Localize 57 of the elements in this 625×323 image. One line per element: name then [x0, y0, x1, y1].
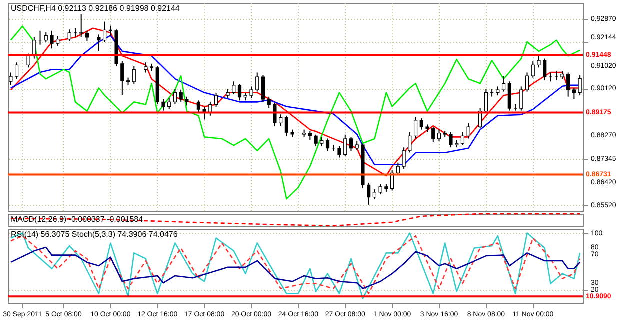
- candlestick: [349, 136, 354, 152]
- candlestick: [414, 116, 418, 140]
- candlestick: [85, 30, 90, 42]
- candlestick: [525, 72, 530, 92]
- candlestick: [173, 88, 178, 105]
- chart-title: MACD(12,26,9) -0.000337 -0.001584: [11, 215, 144, 224]
- candlestick: [267, 96, 271, 109]
- candlestick: [326, 138, 330, 152]
- candlestick: [196, 100, 200, 113]
- line-series: [10, 246, 581, 290]
- candlestick: [179, 90, 183, 102]
- candlestick: [502, 76, 506, 92]
- candlestick: [15, 62, 19, 80]
- candlestick: [26, 53, 30, 68]
- candlestick: [367, 182, 371, 206]
- candlestick: [543, 58, 547, 81]
- candlestick: [466, 122, 470, 140]
- candlestick: [250, 86, 254, 99]
- candlestick: [232, 81, 236, 95]
- candlestick: [56, 35, 60, 47]
- candlestick: [162, 98, 166, 112]
- chart-title: USDCHF,H4 0.92113 0.92186 0.91998 0.92144: [11, 4, 180, 13]
- candlestick: [460, 132, 465, 146]
- candlestick: [578, 74, 582, 96]
- candlestick: [378, 184, 382, 196]
- candlestick: [314, 134, 318, 147]
- candlestick: [420, 118, 424, 130]
- candlestick: [9, 72, 13, 86]
- candlestick: [238, 84, 242, 102]
- candlestick: [168, 98, 172, 110]
- candlestick: [402, 147, 406, 170]
- candlestick: [566, 72, 570, 98]
- candlestick: [531, 60, 535, 78]
- candlestick: [144, 62, 148, 74]
- candlestick: [80, 14, 84, 38]
- candlestick: [120, 60, 124, 96]
- candlestick: [44, 32, 48, 43]
- candlestick: [103, 21, 107, 43]
- candlestick: [214, 92, 218, 108]
- candlestick: [68, 29, 72, 42]
- candlestick: [449, 132, 453, 148]
- candlestick: [279, 114, 283, 127]
- candlestick: [537, 56, 541, 68]
- candlestick: [344, 134, 348, 157]
- candlestick: [132, 66, 136, 85]
- candlestick: [520, 86, 524, 112]
- candlestick: [284, 115, 288, 137]
- candlestick: [437, 129, 442, 142]
- candlestick: [50, 30, 54, 50]
- candlestick: [572, 87, 576, 100]
- candlestick: [97, 34, 101, 52]
- candlestick: [256, 72, 260, 92]
- candlestick: [372, 188, 377, 200]
- candlestick: [432, 126, 436, 144]
- candlestick: [408, 132, 412, 154]
- candlestick: [338, 146, 342, 158]
- candlestick: [261, 74, 266, 102]
